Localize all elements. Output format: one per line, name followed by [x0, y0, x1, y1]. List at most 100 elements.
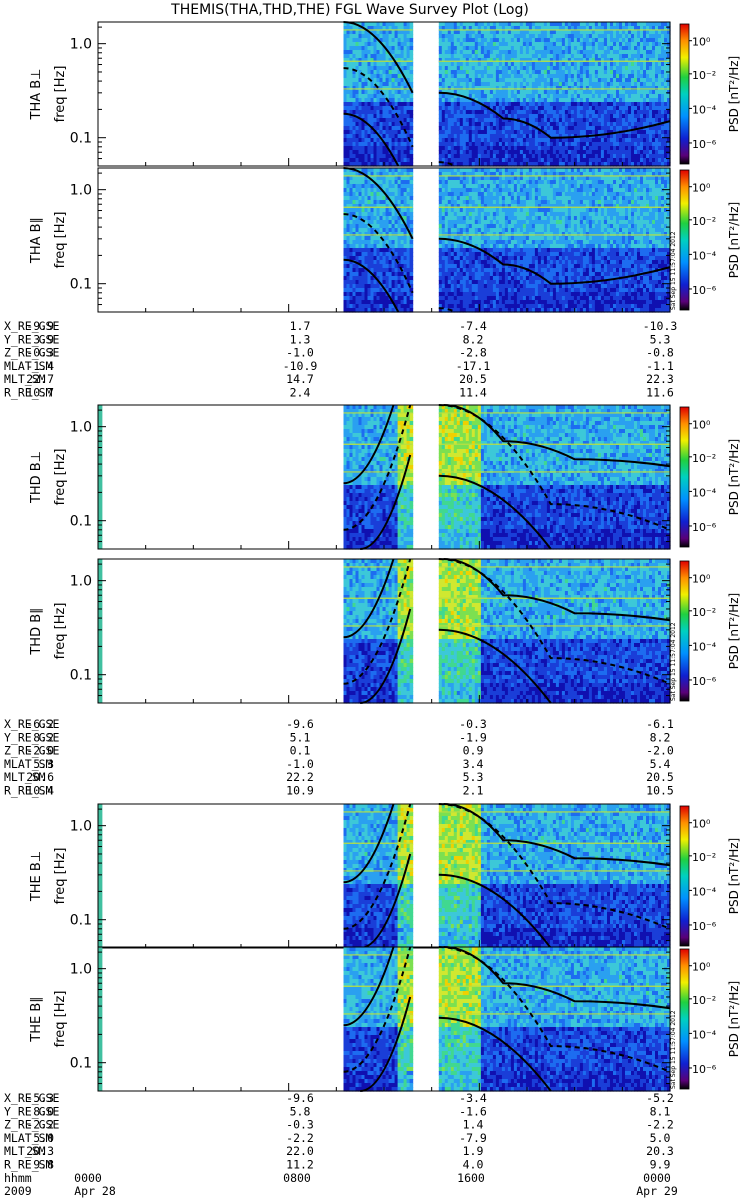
- spectrogram-cell: [631, 70, 635, 75]
- spectrogram-cell: [579, 94, 584, 99]
- spectrogram-cell: [616, 122, 620, 127]
- spectrogram-cell: [441, 70, 446, 75]
- spectrogram-cell: [447, 106, 452, 111]
- spectrogram-cell: [540, 74, 545, 79]
- spectrogram-cell: [382, 46, 387, 51]
- spectrogram-cell: [379, 46, 384, 51]
- spectrogram-cell: [382, 118, 387, 123]
- spectrogram-cell: [564, 86, 569, 91]
- spectrogram-cell: [510, 58, 515, 63]
- spectrogram-cell: [507, 70, 512, 75]
- spectrogram-cell: [364, 78, 369, 83]
- spectrogram-cell: [534, 102, 539, 107]
- spectrogram-cell: [552, 26, 557, 31]
- spectrogram-cell: [558, 102, 563, 107]
- spectrogram-cell: [552, 66, 557, 71]
- spectrogram-cell: [456, 86, 461, 91]
- spectrogram-cell: [459, 70, 464, 75]
- spectrogram-cell: [400, 62, 405, 67]
- spectrogram-cell: [367, 94, 372, 99]
- spectrogram-cell: [619, 26, 623, 31]
- spectrogram-cell: [597, 38, 602, 43]
- spectrogram-cell: [498, 82, 503, 87]
- spectrogram-cell: [364, 30, 369, 35]
- spectrogram-cell: [610, 50, 614, 55]
- spectrogram-cell: [537, 38, 542, 43]
- spectrogram-cell: [600, 50, 605, 55]
- spectrogram-cell: [525, 98, 530, 103]
- spectrogram-cell: [376, 110, 381, 115]
- spectrogram-cell: [468, 86, 473, 91]
- spectrogram-cell: [492, 34, 497, 39]
- spectrogram-cell: [391, 46, 396, 51]
- spectrogram-cell: [346, 138, 351, 143]
- spectrogram-cell: [486, 34, 491, 39]
- spectrogram-cell: [352, 142, 357, 147]
- spectrogram-cell: [468, 110, 473, 115]
- spectrogram-cell: [582, 94, 587, 99]
- spectrogram-cell: [567, 74, 572, 79]
- spectrogram-cell: [658, 130, 662, 135]
- spectrogram-cell: [501, 126, 506, 131]
- spectrogram-cell: [622, 102, 626, 107]
- spectrogram-cell: [567, 86, 572, 91]
- spectrogram-cell: [582, 106, 587, 111]
- spectrogram-cell: [625, 42, 629, 47]
- spectrogram-cell: [459, 30, 464, 35]
- spectrogram-cell: [438, 86, 443, 91]
- spectrogram-cell: [555, 38, 560, 43]
- spectrogram-cell: [564, 126, 569, 131]
- spectrogram-cell: [631, 38, 635, 43]
- spectrogram-cell: [382, 102, 387, 107]
- spectrogram-cell: [576, 114, 581, 119]
- spectrogram-cell: [388, 42, 393, 47]
- spectrogram-cell: [373, 94, 378, 99]
- spectrogram-cell: [349, 114, 354, 119]
- spectrogram-cell: [549, 86, 554, 91]
- spectrogram-cell: [394, 42, 399, 47]
- spectrogram-cell: [397, 26, 402, 31]
- spectrogram-cell: [391, 158, 396, 163]
- spectrogram-cell: [385, 50, 390, 55]
- spectrogram-cell: [594, 74, 599, 79]
- spectrogram-cell: [498, 34, 503, 39]
- spectrogram-cell: [477, 98, 482, 103]
- spectrogram-cell: [537, 82, 542, 87]
- spectrogram-cell: [603, 176, 608, 181]
- spectrogram-cell: [480, 126, 485, 131]
- spectrogram-cell: [474, 62, 479, 67]
- spectrogram-cell: [510, 82, 515, 87]
- spectrogram-cell: [486, 82, 491, 87]
- spectrogram-cell: [376, 70, 381, 75]
- spectrogram-cell: [594, 106, 599, 111]
- spectrogram-cell: [409, 196, 414, 201]
- spectrogram-cell: [516, 38, 521, 43]
- spectrogram-cell: [438, 122, 443, 127]
- spectrogram-cell: [406, 78, 411, 83]
- spectrogram-cell: [391, 78, 396, 83]
- spectrogram-cell: [534, 118, 539, 123]
- spectrogram-cell: [468, 106, 473, 111]
- spectrogram-cell: [480, 34, 485, 39]
- spectrogram-cell: [456, 114, 461, 119]
- spectrogram-cell: [540, 70, 545, 75]
- spectrogram-cell: [591, 30, 596, 35]
- spectrogram-cell: [649, 58, 653, 63]
- spectrogram-cell: [403, 146, 408, 151]
- spectrogram-cell: [552, 34, 557, 39]
- spectrogram-cell: [561, 130, 566, 135]
- spectrogram-cell: [456, 26, 461, 31]
- spectrogram-cell: [625, 54, 629, 59]
- spectrogram-cell: [582, 90, 587, 95]
- spectrogram-cell: [343, 154, 348, 159]
- spectrogram-cell: [543, 42, 548, 47]
- spectrogram-cell: [543, 50, 548, 55]
- spectrogram-cell: [564, 118, 569, 123]
- spectrogram-cell: [516, 114, 521, 119]
- spectrogram-cell: [379, 62, 384, 67]
- spectrogram-cell: [504, 70, 509, 75]
- spectrogram-cell: [528, 102, 533, 107]
- spectrogram-cell: [573, 66, 578, 71]
- spectrogram-cell: [504, 102, 509, 107]
- spectrogram-cell: [597, 90, 602, 95]
